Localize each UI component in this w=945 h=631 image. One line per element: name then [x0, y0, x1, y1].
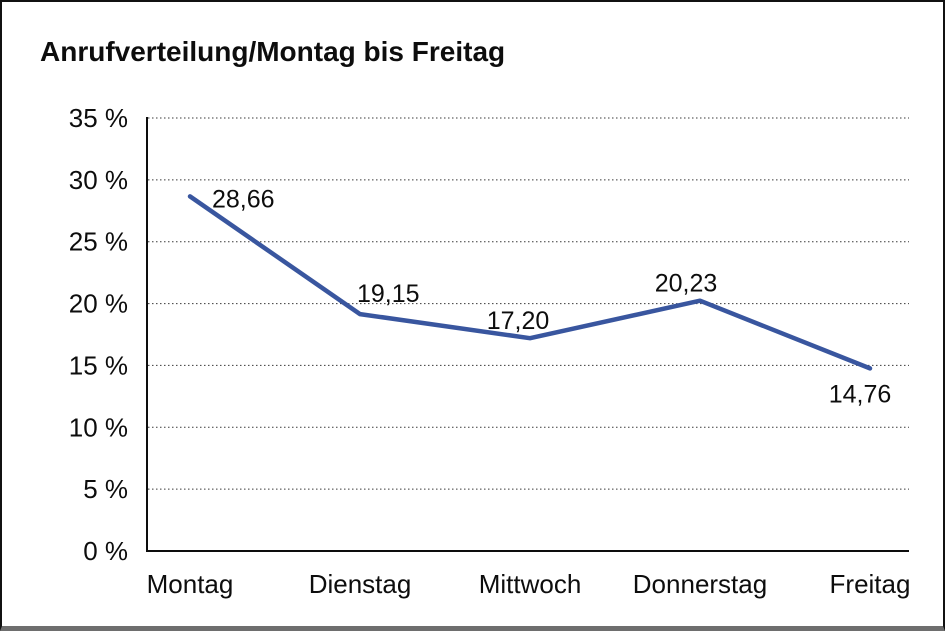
y-tick-label: 20 %	[69, 289, 128, 319]
y-tick-label: 25 %	[69, 227, 128, 257]
x-tick-label: Donnerstag	[633, 569, 767, 599]
chart-title: Anrufverteilung/Montag bis Freitag	[40, 36, 506, 67]
y-tick-label: 10 %	[69, 412, 128, 442]
y-tick-label: 35 %	[69, 103, 128, 133]
data-series-line	[187, 194, 873, 371]
data-point-label: 19,15	[357, 280, 420, 308]
y-tick-label: 5 %	[83, 474, 128, 504]
x-tick-label: Freitag	[830, 569, 911, 599]
x-tick-label: Montag	[147, 569, 234, 599]
x-tick-label: Mittwoch	[479, 569, 582, 599]
y-tick-label: 0 %	[83, 536, 128, 566]
y-tick-label: 15 %	[69, 350, 128, 380]
data-point-label: 17,20	[487, 307, 550, 335]
data-point-label: 20,23	[655, 270, 718, 298]
y-tick-label: 30 %	[69, 165, 128, 195]
x-tick-label: Dienstag	[309, 569, 412, 599]
data-point-label: 28,66	[212, 185, 275, 213]
data-point-label: 14,76	[829, 380, 892, 408]
